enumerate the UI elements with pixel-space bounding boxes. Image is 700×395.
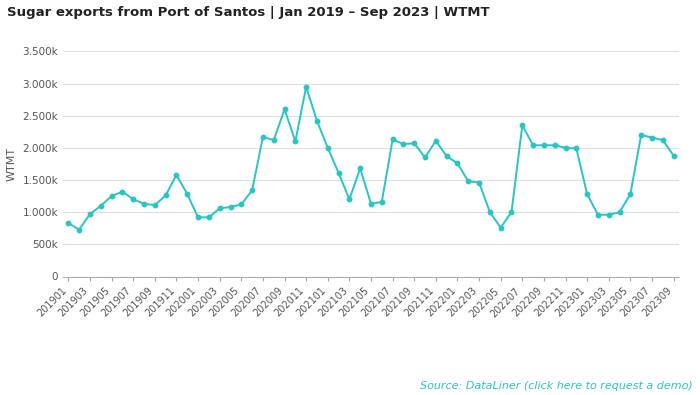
Text: Sugar exports from Port of Santos | Jan 2019 – Sep 2023 | WTMT: Sugar exports from Port of Santos | Jan … xyxy=(7,6,489,19)
Text: Source: DataLiner (click here to request a demo): Source: DataLiner (click here to request… xyxy=(420,381,693,391)
Y-axis label: WTMT: WTMT xyxy=(7,147,17,181)
